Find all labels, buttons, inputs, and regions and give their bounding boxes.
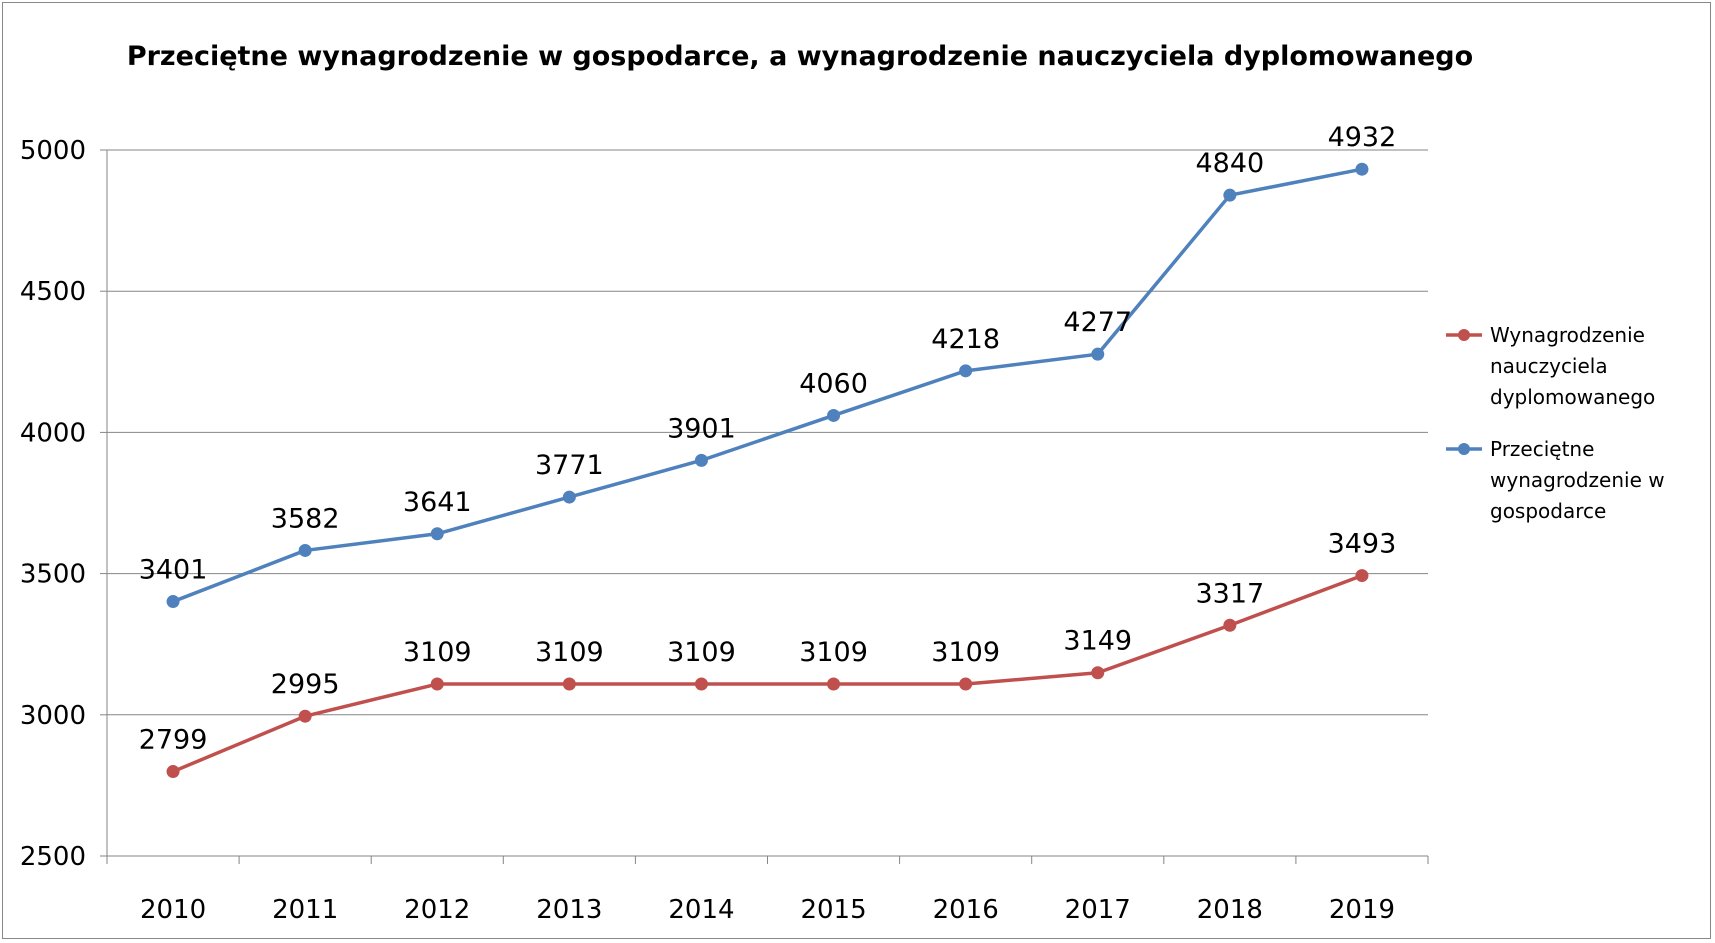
- data-point: [1223, 618, 1237, 632]
- data-label: 4932: [1328, 122, 1397, 153]
- data-point: [959, 677, 973, 691]
- data-point: [827, 677, 841, 691]
- data-label: 3109: [799, 637, 868, 668]
- x-axis-ticks: 2010 2011 2012 2013 2014 2015 2016 2017 2018 2019: [140, 895, 1395, 925]
- data-label: 3109: [403, 637, 472, 668]
- data-label: 3493: [1328, 529, 1397, 560]
- data-label: 3401: [139, 555, 208, 586]
- y-tick-label: 3500: [20, 560, 86, 590]
- data-label: 4277: [1063, 307, 1132, 338]
- legend-marker: [1458, 329, 1470, 341]
- data-label: 2995: [271, 669, 340, 700]
- data-label: 3109: [667, 637, 736, 668]
- data-point: [827, 408, 841, 422]
- x-tick-label: 2015: [800, 895, 866, 925]
- x-tick-label: 2012: [404, 895, 470, 925]
- data-point: [562, 490, 576, 504]
- data-point: [1355, 569, 1369, 583]
- data-label: 3109: [931, 637, 1000, 668]
- legend-label: Wynagrodzenie: [1490, 323, 1645, 347]
- data-point: [430, 527, 444, 541]
- data-point: [694, 677, 708, 691]
- data-point: [694, 453, 708, 467]
- data-point: [1355, 162, 1369, 176]
- x-tick-label: 2017: [1065, 895, 1131, 925]
- x-tick-label: 2014: [668, 895, 734, 925]
- data-label: 3582: [271, 503, 340, 534]
- legend-label: gospodarce: [1490, 499, 1606, 523]
- data-label: 4060: [799, 368, 868, 399]
- legend: Wynagrodzenie nauczyciela dyplomowanego Prz…: [1446, 323, 1665, 523]
- legend-label: dyplomowanego: [1490, 385, 1655, 409]
- x-tick-label: 2010: [140, 895, 206, 925]
- x-tick-label: 2011: [272, 895, 338, 925]
- data-labels: 2799 2995 3109 3109 3109 3109 3109 3149 3317 3493…: [139, 122, 1397, 755]
- data-point: [1091, 347, 1105, 361]
- series-line-0: [172, 573, 1363, 774]
- chart-title: Przeciętne wynagrodzenie w gospodarce, a…: [127, 41, 1473, 72]
- data-label: 3901: [667, 413, 736, 444]
- data-point: [166, 595, 180, 609]
- data-label: 3317: [1195, 578, 1264, 609]
- x-tick-label: 2019: [1329, 895, 1395, 925]
- data-point: [562, 677, 576, 691]
- data-point: [1223, 188, 1237, 202]
- legend-label: Przeciętne: [1490, 437, 1594, 461]
- y-tick-label: 2500: [20, 842, 86, 872]
- data-label: 4840: [1195, 148, 1264, 179]
- data-label: 3641: [403, 487, 472, 518]
- axes: [100, 149, 1429, 864]
- data-point: [166, 765, 180, 779]
- data-label: 4218: [931, 324, 1000, 355]
- x-tick-label: 2016: [933, 895, 999, 925]
- legend-marker: [1458, 443, 1470, 455]
- y-tick-label: 3000: [20, 701, 86, 731]
- data-point: [1091, 666, 1105, 680]
- x-tick-label: 2013: [536, 895, 602, 925]
- y-tick-label: 5000: [20, 136, 86, 166]
- y-axis-ticks: 2500 3000 3500 4000 4500 5000: [20, 136, 86, 872]
- data-label: 3771: [535, 450, 604, 481]
- y-tick-label: 4500: [20, 277, 86, 307]
- data-label: 2799: [139, 725, 208, 756]
- gridlines: [107, 149, 1428, 716]
- data-point: [430, 677, 444, 691]
- data-point: [959, 364, 973, 378]
- series-group: [166, 162, 1369, 779]
- legend-label: nauczyciela: [1490, 354, 1608, 378]
- data-point: [298, 543, 312, 557]
- series-line-1: [172, 167, 1363, 604]
- y-tick-label: 4000: [20, 418, 86, 448]
- x-tick-label: 2018: [1197, 895, 1263, 925]
- data-label: 3109: [535, 637, 604, 668]
- data-point: [298, 709, 312, 723]
- legend-label: wynagrodzenie w: [1490, 468, 1665, 492]
- data-label: 3149: [1063, 626, 1132, 657]
